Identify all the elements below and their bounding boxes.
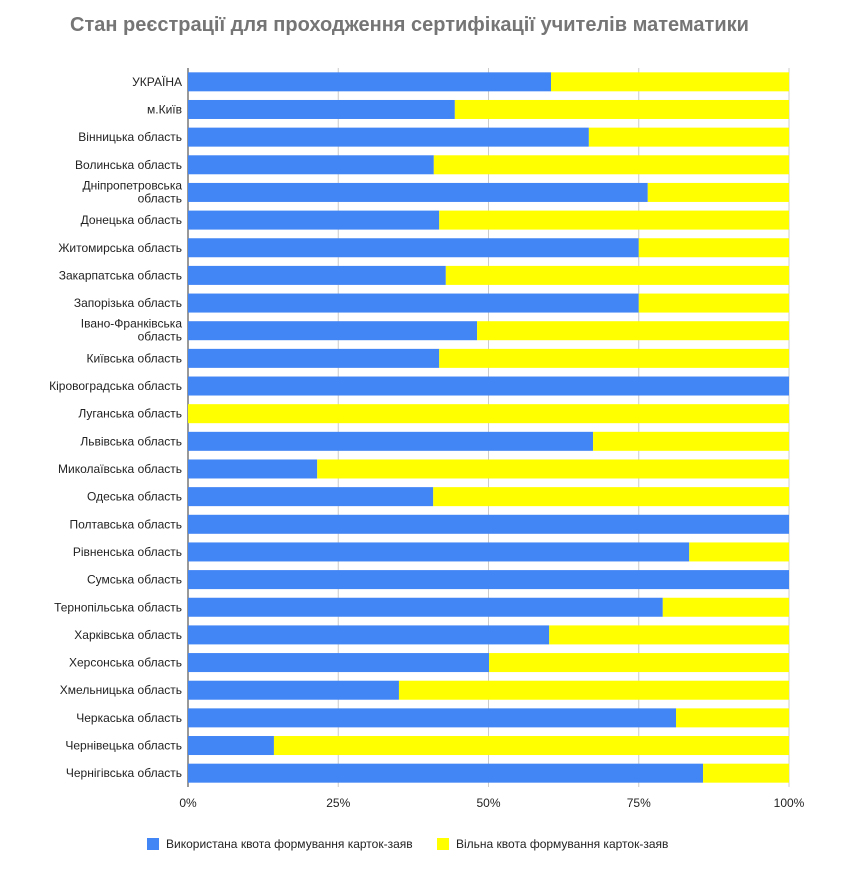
- category-label: Рівненська область: [73, 545, 182, 559]
- bar-free: [588, 127, 789, 147]
- bar-used: [188, 155, 434, 175]
- bar-free: [317, 459, 789, 479]
- category-label: Вінницька область: [78, 130, 182, 144]
- category-label: Запорізька область: [74, 296, 182, 310]
- bar-used: [188, 238, 639, 258]
- bar-used: [188, 736, 274, 756]
- bar-used: [188, 348, 440, 368]
- bar-used: [188, 625, 550, 645]
- category-label: Полтавська область: [69, 517, 182, 531]
- bar-free: [477, 321, 789, 341]
- category-label: Херсонська область: [69, 656, 182, 670]
- category-label: Волинська область: [75, 158, 182, 172]
- bar-used: [188, 708, 677, 728]
- category-label: Чернівецька область: [65, 739, 182, 753]
- category-label: Одеська область: [87, 490, 182, 504]
- x-tick-label: 50%: [476, 796, 500, 810]
- legend-label: Використана квота формування карток-заяв: [166, 837, 413, 851]
- bar-used: [188, 542, 690, 562]
- x-tick-label: 25%: [326, 796, 350, 810]
- bar-used: [188, 597, 663, 617]
- bar-used: [188, 210, 440, 230]
- bar-used: [188, 653, 490, 673]
- bar-free: [489, 653, 789, 673]
- bar-free: [689, 542, 789, 562]
- bar-free: [398, 680, 789, 700]
- category-label: Луганська область: [78, 407, 182, 421]
- bar-free: [439, 210, 789, 230]
- category-label: Чернігівська область: [66, 766, 182, 780]
- bar-used: [188, 680, 399, 700]
- legend-swatch: [147, 838, 159, 850]
- x-tick-label: 75%: [627, 796, 651, 810]
- bar-used: [188, 487, 434, 507]
- bar-free: [593, 431, 789, 451]
- bar-used: [188, 376, 789, 396]
- bar-free: [676, 708, 789, 728]
- category-label: Львівська область: [80, 434, 182, 448]
- category-label: Дніпропетровська область: [82, 178, 182, 205]
- bar-free: [638, 238, 789, 258]
- bar-free: [188, 404, 789, 424]
- bar-free: [662, 597, 789, 617]
- bar-free: [454, 99, 789, 119]
- bar-used: [188, 431, 594, 451]
- bar-used: [188, 293, 639, 313]
- bar-free: [703, 763, 789, 783]
- legend-label: Вільна квота формування карток-заяв: [456, 837, 668, 851]
- bar-used: [188, 321, 478, 341]
- category-label: УКРАЇНА: [132, 75, 182, 89]
- category-label: Житомирська область: [58, 241, 182, 255]
- category-label: Закарпатська область: [59, 268, 182, 282]
- category-label: Сумська область: [87, 573, 182, 587]
- legend-swatch: [437, 838, 449, 850]
- category-label: Тернопільська область: [54, 600, 182, 614]
- category-label: Черкаська область: [76, 711, 182, 725]
- category-label: Кіровоградська область: [49, 379, 182, 393]
- category-label: Хмельницька область: [60, 683, 182, 697]
- chart-title: Стан реєстрації для проходження сертифік…: [70, 14, 749, 36]
- category-label: Донецька область: [81, 213, 182, 227]
- bar-used: [188, 763, 704, 783]
- bar-free: [551, 72, 789, 92]
- category-label: Київська область: [87, 351, 182, 365]
- bar-used: [188, 514, 789, 534]
- bar-used: [188, 72, 552, 92]
- bar-used: [188, 99, 455, 119]
- bar-free: [433, 487, 789, 507]
- bar-free: [445, 265, 789, 285]
- category-label: Харківська область: [74, 628, 182, 642]
- bar-free: [433, 155, 789, 175]
- bar-used: [188, 127, 589, 147]
- bar-free: [647, 182, 789, 202]
- bar-free: [549, 625, 789, 645]
- bar-used: [188, 570, 789, 590]
- bar-free: [638, 293, 789, 313]
- category-label: Миколаївська область: [58, 462, 182, 476]
- bar-used: [188, 459, 318, 479]
- bar-used: [188, 265, 446, 285]
- x-tick-label: 0%: [179, 796, 197, 810]
- x-tick-label: 100%: [774, 796, 805, 810]
- bar-free: [439, 348, 789, 368]
- bar-used: [188, 182, 648, 202]
- bar-free: [273, 736, 789, 756]
- category-label: м.Київ: [147, 102, 182, 116]
- category-label: Івано-Франківська область: [81, 317, 183, 344]
